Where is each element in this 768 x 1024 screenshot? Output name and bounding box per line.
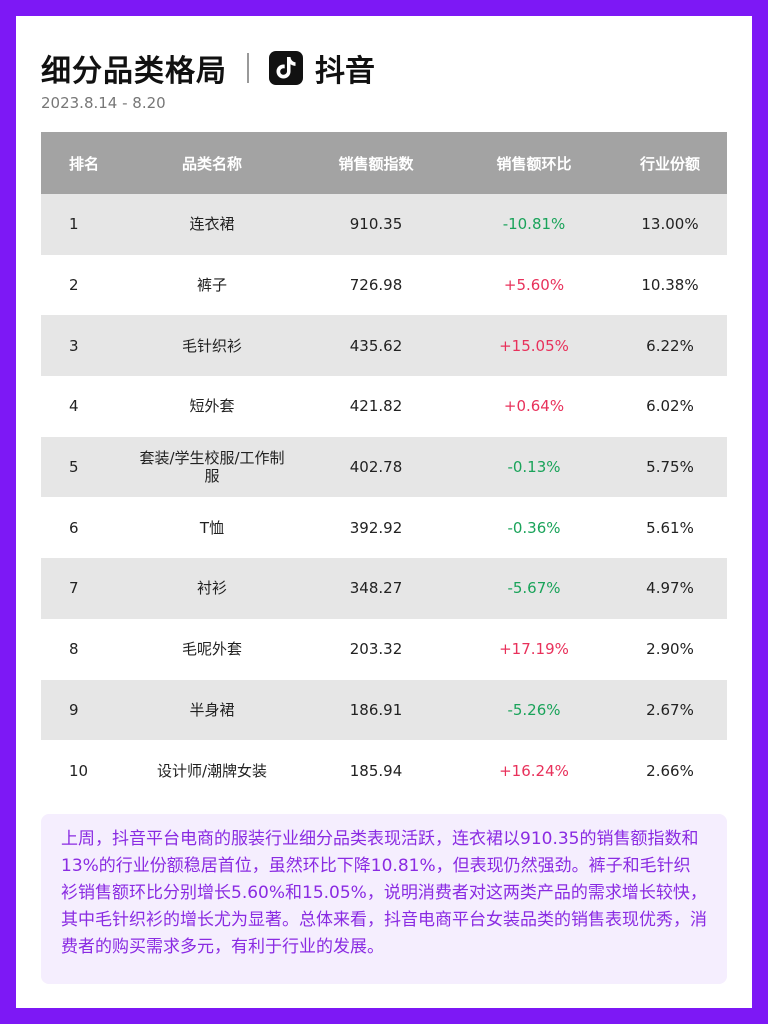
column-header-rank: 排名	[68, 154, 99, 173]
sales-change-cell: +17.19%	[499, 640, 569, 659]
industry-share-cell: 10.38%	[641, 276, 699, 295]
rank-cell: 10	[69, 761, 89, 780]
sales-index-cell: 421.82	[349, 397, 403, 416]
douyin-logo-icon	[269, 51, 303, 85]
table-row: 2 裤子 726.98 +5.60% 10.38%	[41, 254, 727, 316]
sales-index-cell: 726.98	[349, 276, 403, 295]
sales-change-cell: +16.24%	[499, 761, 569, 780]
table-row: 8 毛呢外套 203.32 +17.19% 2.90%	[41, 618, 727, 680]
column-header-sales-index: 销售额指数	[338, 154, 414, 173]
rank-cell: 4	[69, 397, 79, 416]
sales-change-cell: +0.64%	[503, 397, 565, 416]
category-table: 排名 品类名称 销售额指数 销售额环比 行业份额 1 连衣裙 910.35 -1…	[41, 132, 727, 801]
sales-change-cell: +15.05%	[499, 336, 569, 355]
sales-index-cell: 392.92	[349, 518, 403, 537]
sales-change-cell: -5.67%	[507, 579, 561, 598]
column-header-industry-share: 行业份额	[639, 154, 700, 173]
category-cell: 衬衫	[196, 579, 227, 598]
sales-change-cell: -5.26%	[507, 700, 561, 719]
brand-name: 抖音	[315, 54, 375, 89]
industry-share-cell: 4.97%	[646, 579, 694, 598]
date-range: 2023.8.14 - 8.20	[41, 94, 166, 112]
table-row: 5 套装/学生校服/工作制服 402.78 -0.13% 5.75%	[41, 436, 727, 498]
header-divider	[247, 53, 249, 83]
industry-share-cell: 5.61%	[646, 518, 694, 537]
rank-cell: 2	[69, 276, 79, 295]
sales-change-cell: -10.81%	[502, 215, 566, 234]
category-cell: 半身裙	[189, 700, 235, 719]
table-row: 3 毛针织衫 435.62 +15.05% 6.22%	[41, 315, 727, 377]
rank-cell: 8	[69, 640, 79, 659]
table-row: 7 衬衫 348.27 -5.67% 4.97%	[41, 558, 727, 619]
sales-index-cell: 435.62	[349, 336, 403, 355]
category-cell: 设计师/潮牌女装	[156, 761, 268, 780]
category-cell: 短外套	[189, 397, 235, 416]
page-frame: 细分品类格局 抖音 2023.8.14 - 8.20 排名 品类名称 销售额指数…	[16, 16, 752, 1008]
sales-change-cell: -0.36%	[507, 518, 561, 537]
category-cell: 毛针织衫	[181, 336, 242, 355]
rank-cell: 7	[69, 579, 79, 598]
industry-share-cell: 5.75%	[646, 458, 694, 477]
column-header-sales-change: 销售额环比	[496, 154, 572, 173]
table-row: 10 设计师/潮牌女装 185.94 +16.24% 2.66%	[41, 740, 727, 801]
table-row: 1 连衣裙 910.35 -10.81% 13.00%	[41, 194, 727, 255]
sales-change-cell: -0.13%	[507, 458, 561, 477]
sales-index-cell: 910.35	[349, 215, 403, 234]
sales-index-cell: 185.94	[349, 761, 403, 780]
category-cell: 套装/学生校服/工作制服	[139, 449, 285, 486]
category-cell: 裤子	[196, 276, 227, 295]
rank-cell: 6	[69, 518, 79, 537]
page-header: 细分品类格局 抖音	[41, 46, 375, 90]
sales-change-cell: +5.60%	[503, 276, 565, 295]
rank-cell: 9	[69, 700, 79, 719]
sales-index-cell: 348.27	[349, 579, 403, 598]
rank-cell: 1	[69, 215, 79, 234]
industry-share-cell: 6.02%	[646, 397, 694, 416]
sales-index-cell: 402.78	[349, 458, 403, 477]
sales-index-cell: 203.32	[349, 640, 403, 659]
industry-share-cell: 2.67%	[646, 700, 694, 719]
industry-share-cell: 2.66%	[646, 761, 694, 780]
sales-index-cell: 186.91	[349, 700, 403, 719]
page-title: 细分品类格局	[41, 54, 227, 89]
rank-cell: 3	[69, 336, 79, 355]
category-cell: T恤	[199, 518, 225, 537]
table-row: 9 半身裙 186.91 -5.26% 2.67%	[41, 679, 727, 741]
summary-text: 上周，抖音平台电商的服装行业细分品类表现活跃，连衣裙以910.35的销售额指数和…	[41, 814, 727, 984]
douyin-logo-glyph	[276, 57, 296, 79]
rank-cell: 5	[69, 458, 79, 477]
category-cell: 连衣裙	[189, 215, 235, 234]
table-header-row: 排名 品类名称 销售额指数 销售额环比 行业份额	[41, 132, 727, 194]
industry-share-cell: 13.00%	[641, 215, 699, 234]
table-row: 6 T恤 392.92 -0.36% 5.61%	[41, 497, 727, 559]
category-cell: 毛呢外套	[181, 640, 242, 659]
industry-share-cell: 6.22%	[646, 336, 694, 355]
table-row: 4 短外套 421.82 +0.64% 6.02%	[41, 376, 727, 437]
industry-share-cell: 2.90%	[646, 640, 694, 659]
column-header-category: 品类名称	[181, 154, 242, 173]
